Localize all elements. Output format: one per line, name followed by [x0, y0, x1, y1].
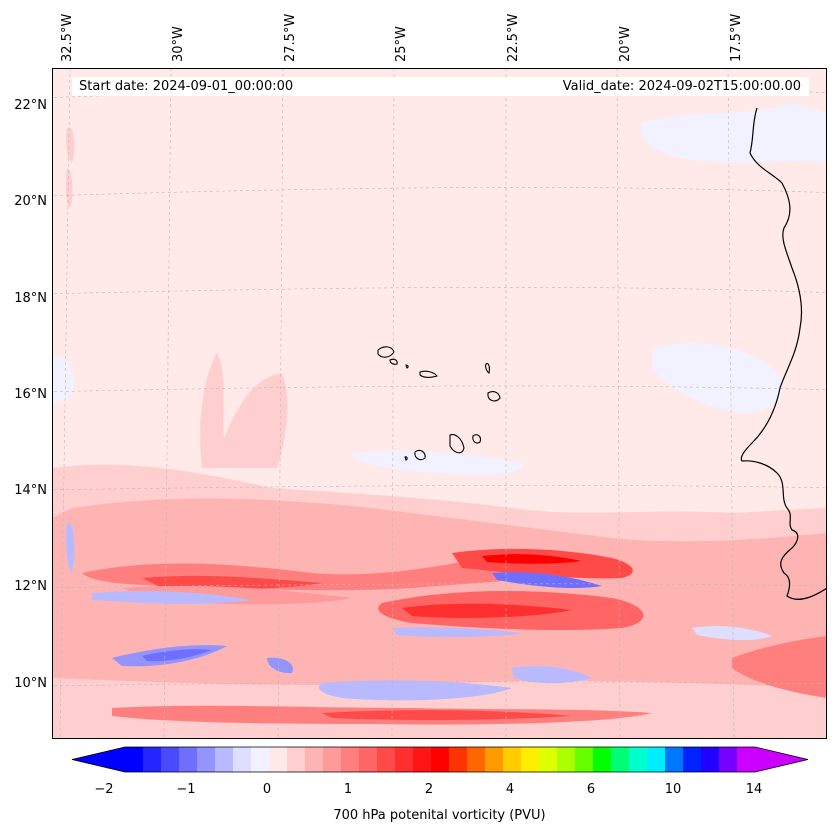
pv-contour-low: [352, 451, 524, 475]
pv-contour-neg: [142, 649, 212, 662]
colorbar-tick-label: −1: [176, 782, 196, 797]
colorbar-extend-min: [72, 747, 125, 772]
lat-label: 14°N: [14, 483, 47, 498]
pv-contour-pos: [482, 554, 582, 564]
pv-contour-neg: [392, 627, 522, 638]
colorbar-swatch: [485, 747, 504, 772]
colorbar-swatch: [143, 747, 162, 772]
colorbar-swatch: [179, 747, 198, 772]
colorbar-swatch: [341, 747, 360, 772]
colorbar-tick-label: −2: [94, 782, 114, 797]
colorbar-tick-label: 4: [505, 782, 515, 797]
colorbar-swatch: [557, 747, 576, 772]
lon-label: 20°W: [618, 26, 633, 62]
pv-contour-neg: [92, 590, 252, 604]
lon-label: 25°W: [394, 26, 409, 62]
colorbar-tick-label: 14: [745, 782, 763, 797]
lat-label: 10°N: [14, 676, 47, 691]
colorbar-swatch: [629, 747, 648, 772]
colorbar-tick-label: 10: [664, 782, 682, 797]
start-date-label: Start date: 2024-09-01_00:00:00: [79, 79, 294, 94]
pv-field-map: [52, 68, 827, 739]
pv-contour-pos: [402, 603, 572, 618]
lon-label: 22.5°W: [506, 13, 521, 62]
colorbar-swatch: [395, 747, 414, 772]
colorbar-swatch: [377, 747, 396, 772]
pv-contour-neg: [267, 657, 293, 674]
lon-label: 32.5°W: [60, 13, 75, 62]
colorbar-swatch: [575, 747, 594, 772]
colorbar-swatch: [647, 747, 666, 772]
colorbar-tick-label: 1: [343, 782, 353, 797]
colorbar-tick-label: 0: [262, 782, 272, 797]
colorbar-swatch: [287, 747, 306, 772]
colorbar: [71, 746, 809, 773]
pv-contour-pos: [52, 498, 827, 688]
pv-contour-neg: [512, 666, 592, 684]
colorbar-swatch: [737, 747, 756, 772]
colorbar-swatch: [521, 747, 540, 772]
colorbar-extend-max: [755, 747, 808, 772]
colorbar-outline: [71, 746, 809, 773]
lat-label: 16°N: [14, 387, 47, 402]
colorbar-swatch: [431, 747, 450, 772]
colorbar-swatch: [269, 747, 288, 772]
pv-contour-pos: [732, 636, 827, 698]
valid-date-label: Valid_date: 2024-09-02T15:00:00.00: [562, 79, 801, 94]
colorbar-swatch: [539, 747, 558, 772]
colorbar-swatch: [665, 747, 684, 772]
colorbar-swatch: [701, 747, 720, 772]
lat-label: 12°N: [14, 579, 47, 594]
colorbar-swatch: [161, 747, 180, 772]
pv-contour-pos: [65, 168, 73, 208]
pv-contour-neg: [318, 680, 512, 701]
date-info-box: Start date: 2024-09-01_00:00:00 Valid_da…: [72, 77, 809, 96]
lon-label: 27.5°W: [283, 13, 298, 62]
colorbar-swatch: [305, 747, 324, 772]
colorbar-swatch: [323, 747, 342, 772]
lon-label: 17.5°W: [729, 13, 744, 62]
colorbar-swatch: [611, 747, 630, 772]
lat-label: 18°N: [14, 291, 47, 306]
pv-contour-pos: [66, 127, 75, 163]
colorbar-tick-label: 2: [424, 782, 434, 797]
map-panel: [52, 68, 827, 739]
colorbar-swatch: [593, 747, 612, 772]
colorbar-swatch: [251, 747, 270, 772]
colorbar-swatch: [683, 747, 702, 772]
cape-verde-islands: [377, 346, 501, 461]
colorbar-tick-label: 6: [586, 782, 596, 797]
pv-contour-low: [641, 103, 827, 163]
colorbar-title: 700 hPa potenital vorticity (PVU): [333, 808, 546, 823]
colorbar-swatch: [197, 747, 216, 772]
pv-contour-neg: [492, 572, 602, 589]
colorbar-swatch: [359, 747, 378, 772]
colorbar-swatch: [215, 747, 234, 772]
pv-contour-low: [652, 343, 782, 413]
pv-contour-pos: [322, 710, 572, 721]
lat-label: 22°N: [14, 98, 47, 113]
pv-contour-neg: [65, 522, 75, 573]
pv-contour-neg: [692, 625, 772, 641]
colorbar-swatch: [449, 747, 468, 772]
colorbar-swatch: [125, 747, 144, 772]
colorbar-swatch: [233, 747, 252, 772]
colorbar-swatch: [503, 747, 522, 772]
lat-label: 20°N: [14, 194, 47, 209]
colorbar-swatch: [719, 747, 738, 772]
africa-coastline: [740, 107, 827, 600]
colorbar-swatch: [467, 747, 486, 772]
lon-label: 30°W: [171, 26, 186, 62]
pv-contour-pos: [200, 353, 288, 468]
colorbar-swatch: [413, 747, 432, 772]
